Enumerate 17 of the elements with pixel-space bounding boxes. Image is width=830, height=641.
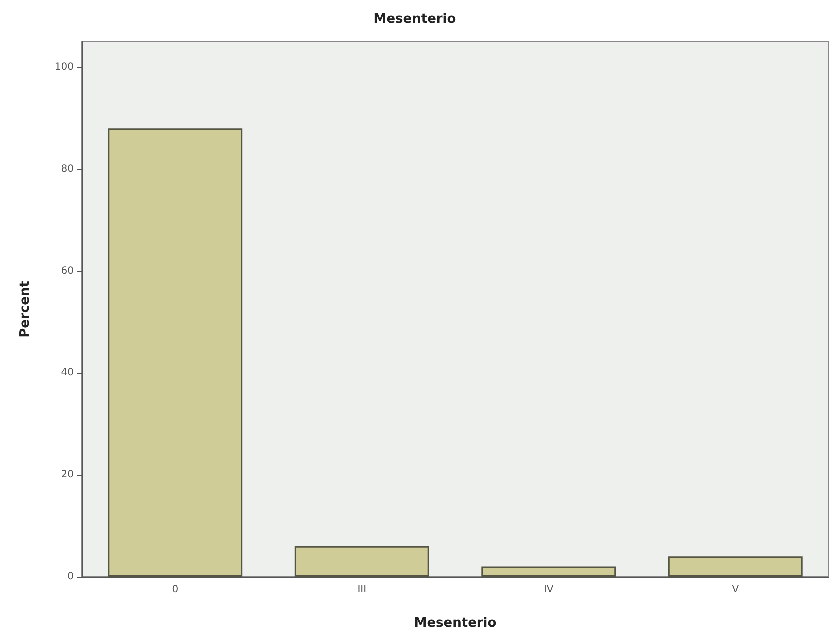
bar	[108, 128, 243, 577]
bar	[482, 566, 616, 577]
y-tick-label: 0	[68, 572, 74, 582]
x-tick-label: 0	[172, 584, 179, 596]
bar	[668, 556, 803, 577]
x-tick-label: IV	[544, 584, 554, 596]
chart-title: Mesenterio	[374, 12, 456, 27]
x-axis-title: Mesenterio	[414, 616, 497, 631]
x-tick-label: III	[358, 584, 367, 596]
y-tick-label: 80	[61, 164, 74, 175]
y-tick-label: 60	[61, 266, 74, 277]
y-tick-label: 40	[61, 368, 74, 379]
y-axis-title: Percent	[18, 281, 33, 338]
y-tick-label: 20	[61, 470, 74, 481]
x-tick-label: V	[732, 584, 740, 596]
y-tick-label: 100	[54, 62, 74, 73]
bar	[294, 546, 430, 577]
